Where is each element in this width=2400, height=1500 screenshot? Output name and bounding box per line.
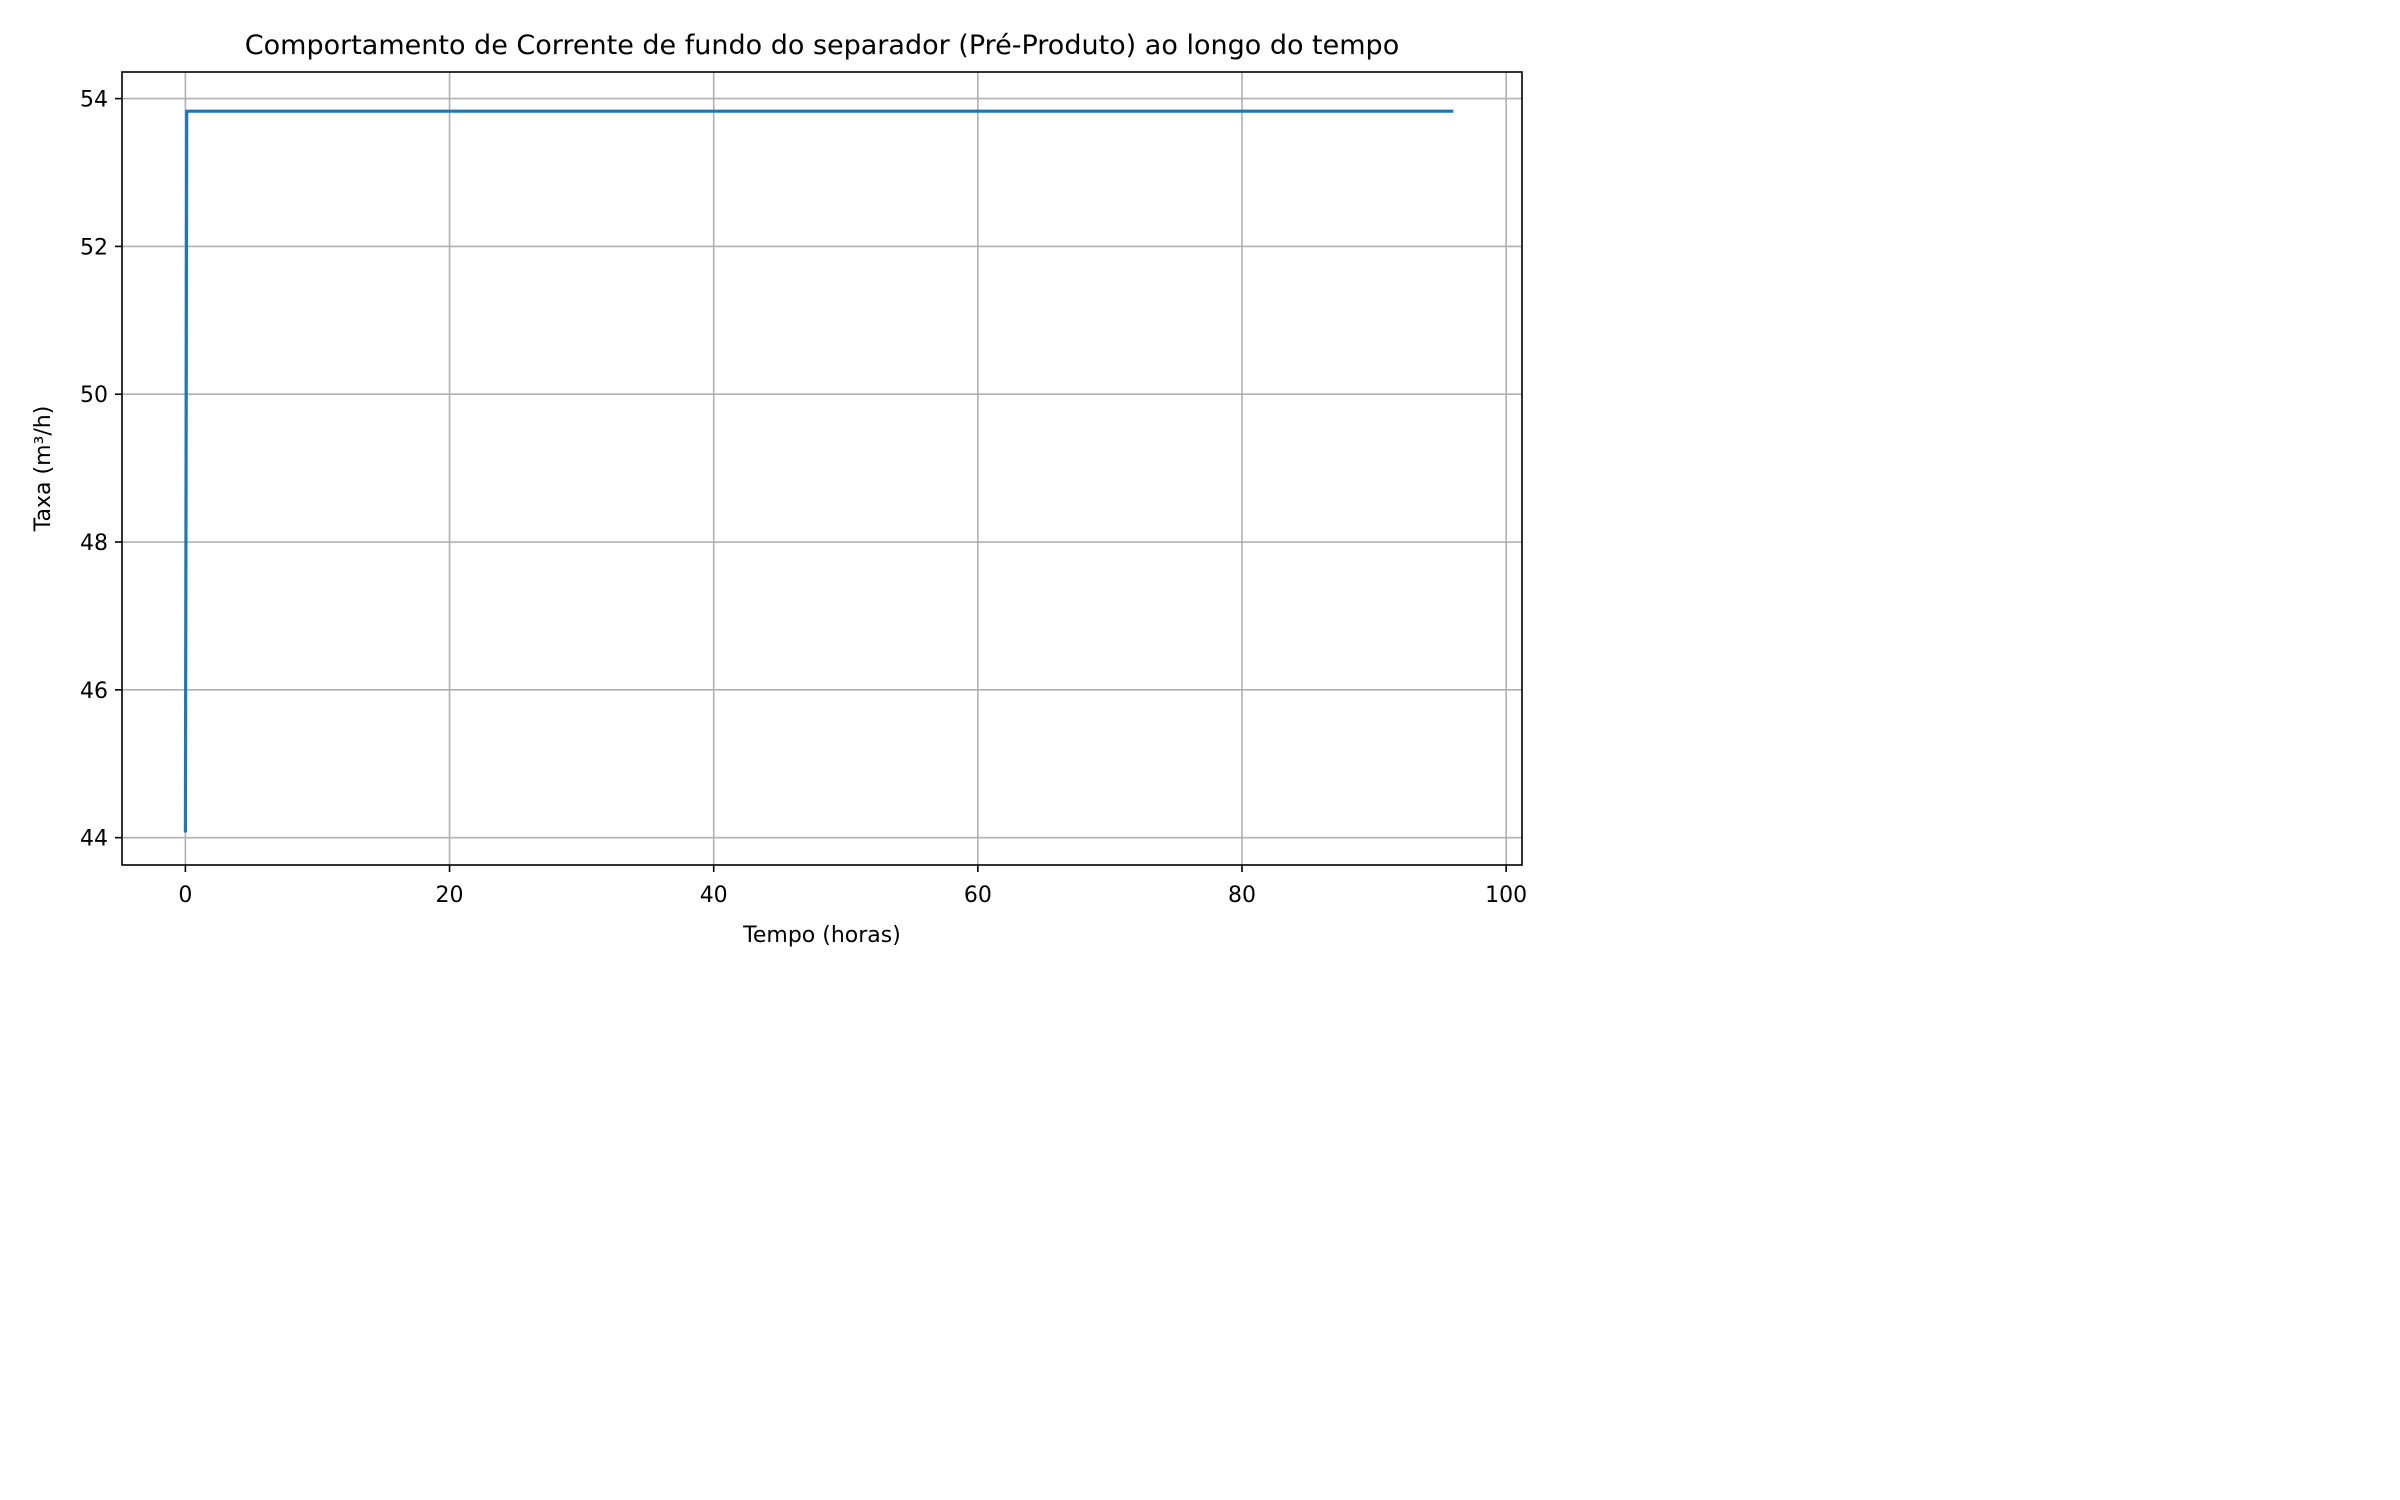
- x-tick-label: 0: [178, 883, 192, 908]
- grid-lines: [122, 72, 1522, 865]
- x-tick-label: 80: [1228, 883, 1256, 908]
- y-tick-label: 48: [80, 531, 108, 556]
- y-tick-label: 50: [80, 383, 108, 408]
- series-line: [183, 109, 1454, 833]
- line-chart: 0 20 40 60 80 100 44 46 48 50 52 54 Comportamento d…: [31, 30, 1527, 948]
- y-tick-label: 44: [80, 827, 108, 852]
- y-tick-label: 46: [80, 679, 108, 704]
- x-tick-label: 100: [1485, 883, 1527, 908]
- x-tick-label: 20: [436, 883, 464, 908]
- y-tick-label: 52: [80, 235, 108, 260]
- x-tick-label: 40: [700, 883, 728, 908]
- tick-layer: 0 20 40 60 80 100 44 46 48 50 52 54: [80, 88, 1527, 908]
- x-axis-label: Tempo (horas): [742, 923, 901, 948]
- axes-frame: [121, 71, 1523, 866]
- y-axis-label: Taxa (m³/h): [31, 406, 56, 533]
- series-layer: [183, 109, 1454, 833]
- chart-title: Comportamento de Corrente de fundo do se…: [245, 30, 1399, 61]
- x-tick-label: 60: [964, 883, 992, 908]
- y-tick-label: 54: [80, 88, 108, 113]
